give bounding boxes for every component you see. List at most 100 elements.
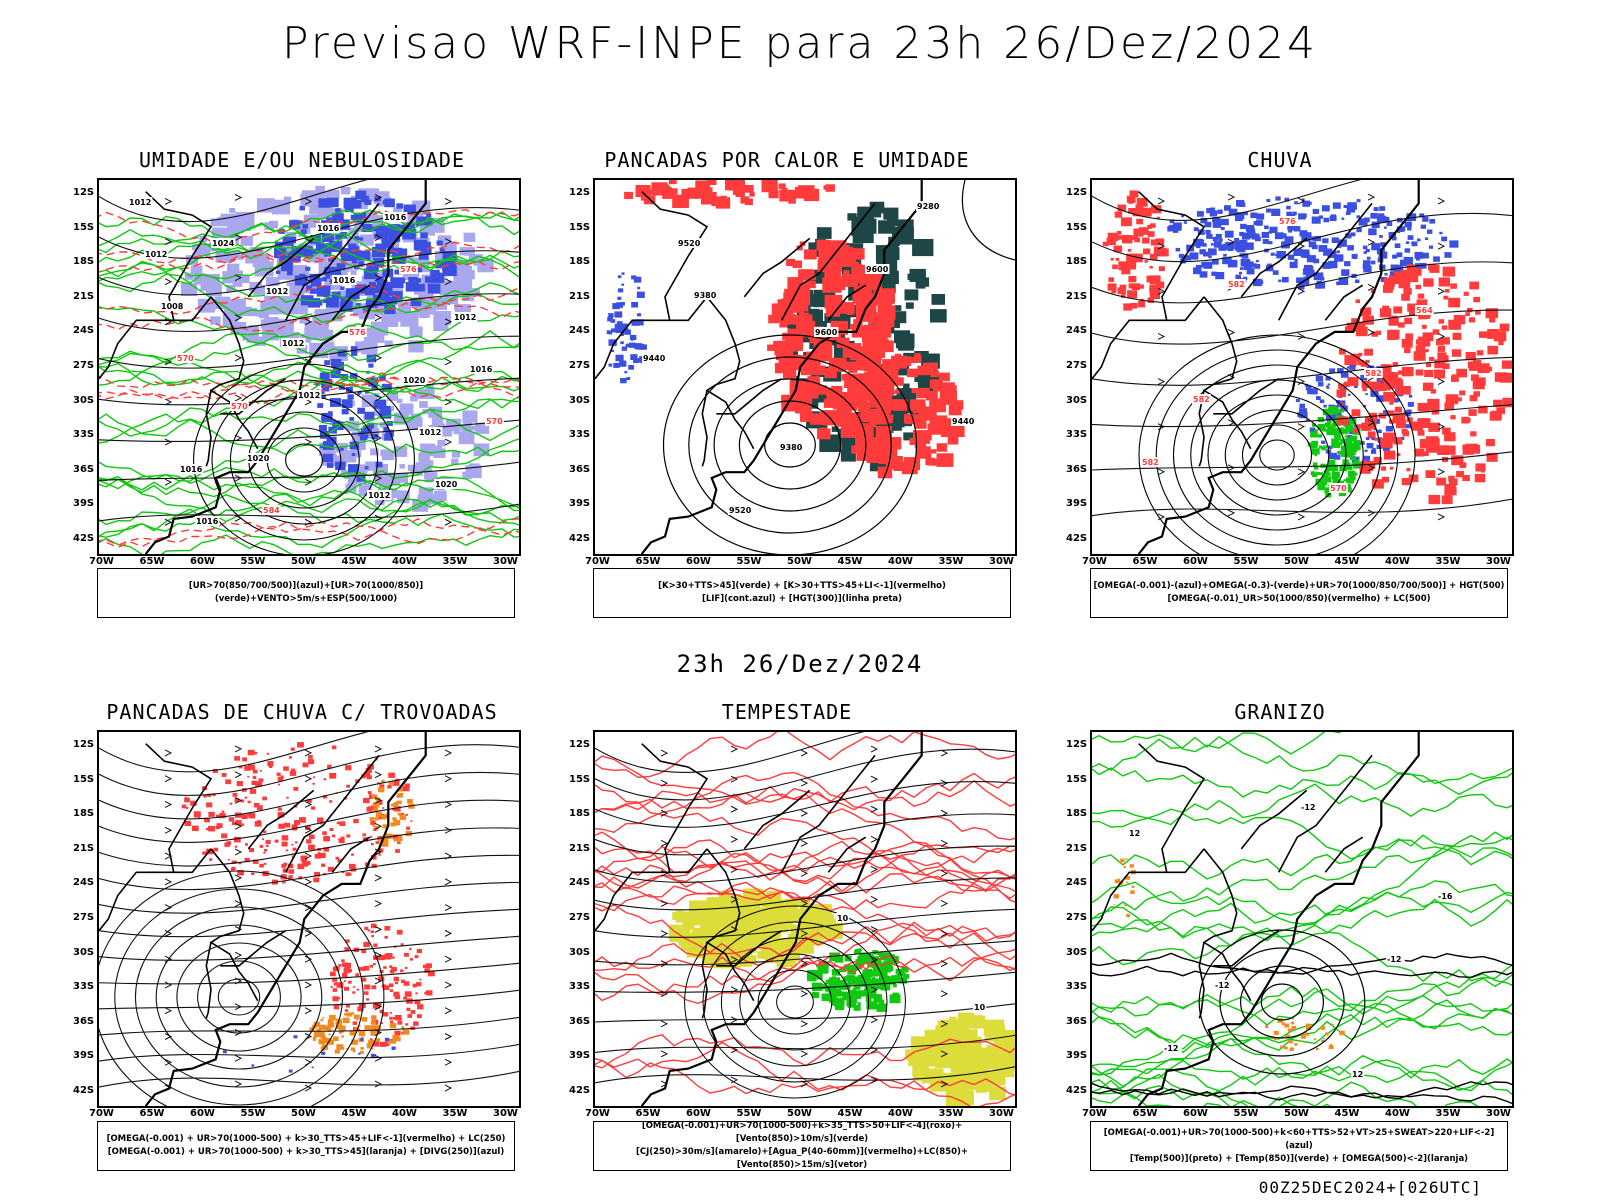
contour-label: 1012 [266,287,288,296]
rain-field [1380,437,1393,448]
shower-field [335,1024,342,1030]
divergence-field [293,1035,298,1039]
rain-field [1469,281,1480,290]
rain-field [1504,364,1509,368]
thunder-field [322,795,328,799]
thunder-field [255,781,263,787]
wind850-field [873,995,883,1003]
rain-field [1448,478,1458,486]
rain-field [1442,266,1456,277]
rain-field [1147,224,1153,229]
precip-water-contour [595,1034,1015,1069]
humidity-field [375,461,383,468]
height-contour [1259,439,1295,471]
humidity-field [406,222,415,230]
humidity-field [347,290,357,298]
wind-vector-arrow [304,478,313,486]
thunder-field [282,868,289,873]
rain-field [1398,322,1405,328]
wind-vector-arrow [234,234,243,241]
omega-field [1224,230,1234,238]
wind850-field [880,952,891,961]
wind-vector-arrow [940,1020,949,1028]
lifted-index-field [607,316,613,322]
contour-label: 570 [177,354,194,363]
wind-vector-arrow [940,1050,949,1058]
omega-field [1306,1033,1309,1036]
instability-field [795,190,805,198]
contour-label-bg [1415,305,1434,315]
lifted-index-field [608,339,617,346]
wind850-field [891,975,901,983]
rain-field [1147,297,1154,303]
shower-field [322,1017,325,1019]
wind-vector [1092,180,1362,221]
humidity-field [314,314,329,327]
wind-vector-arrow [304,1084,313,1092]
rain-field [1128,208,1136,214]
humidity-field [432,224,441,231]
thunder-field [332,977,337,982]
instability-field [816,227,832,239]
lifted-index-field [636,291,645,298]
wind-vector-arrow [730,896,739,903]
temp500-contour [1260,983,1304,1021]
humidity-field [371,215,386,226]
instability-field [862,361,869,366]
omega-field [1281,241,1290,249]
instability-field [823,185,829,190]
omega-field [1169,219,1175,224]
jet-field [773,937,795,955]
country-border [1324,284,1364,321]
longitude-label: 30W [989,556,1014,567]
instability-field [828,358,846,372]
rain-field [1370,381,1381,391]
omega-field [1303,1036,1306,1039]
wind-vector-arrow [374,1080,383,1088]
shower-field [344,1013,348,1016]
instability-field [790,342,798,349]
omega-field [1243,211,1248,216]
lifted-index-field [611,328,617,333]
wind-vector-arrow [164,438,173,446]
thunder-field [289,865,293,869]
humidity-field [322,385,330,392]
wind850-field [811,992,820,998]
streamline [739,953,851,1051]
instability-field [913,355,922,363]
humidity-field [461,424,472,433]
wind-vector-arrow [940,779,949,787]
wind-vector-arrow [234,514,243,522]
wind850-field [844,955,852,962]
omega-field [1284,197,1290,202]
longitude-label: 55W [1233,556,1259,567]
temp850-contour [1092,1065,1249,1106]
contour-label: 1016 [333,276,356,285]
humidity-field [408,277,418,285]
rain-field [1442,363,1450,369]
precip-water-contour [595,931,1015,971]
omega-field [1349,431,1353,435]
omega-field [1304,383,1309,387]
rain-field [1120,217,1132,227]
country-border [701,390,708,467]
omega-field [1341,269,1350,276]
rain-field [1381,476,1389,483]
thunder-field [244,765,251,771]
shower-field [393,820,401,826]
humidity-field [340,286,345,290]
humidity-field [409,285,415,290]
omega-field [1208,248,1217,256]
humidity-field [322,441,334,450]
humidity-field [361,394,378,407]
rain-field [1362,315,1374,325]
longitude-label: 70W [89,556,114,567]
omega-field [1300,1040,1303,1043]
rain-field [1373,457,1382,464]
humidity-field [468,411,476,417]
contour-label: 10 [974,1003,986,1012]
wind850-field [869,1002,876,1007]
latitude-label: 42S [1066,533,1088,544]
instability-field [863,340,874,349]
